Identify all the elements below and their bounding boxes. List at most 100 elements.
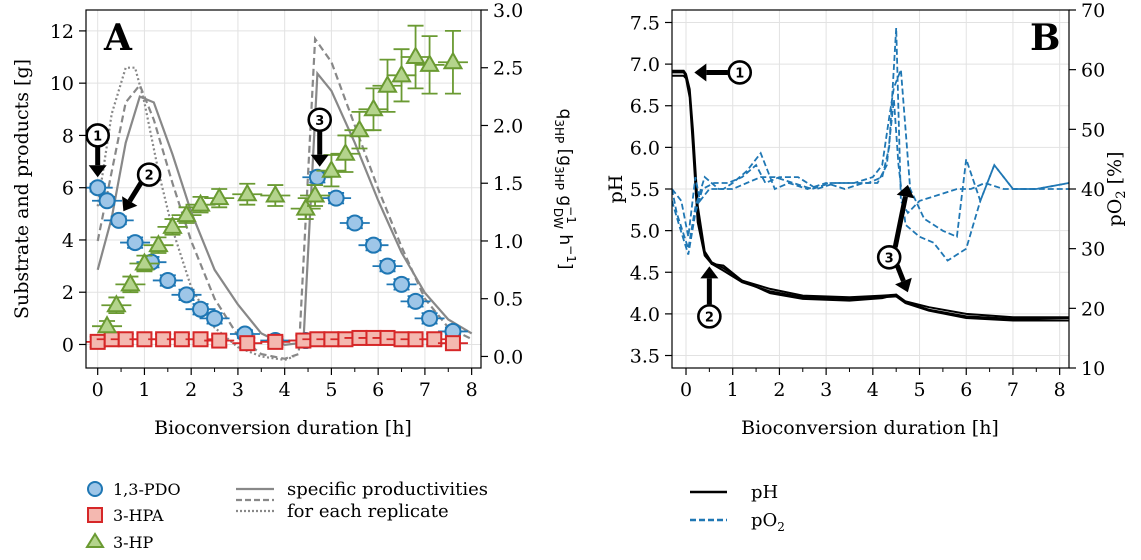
data-point-13pdo xyxy=(178,286,196,304)
data-point-13pdo xyxy=(89,179,107,197)
panel-a-y-tick-label: 4 xyxy=(62,230,74,252)
panel-b-y-tick-label: 4.5 xyxy=(630,262,660,284)
panel-a-x-tick-label: 4 xyxy=(279,379,291,401)
panel-a: 0 1 2 3 4 5 6 7 80246810120.00.51.01.52.02.53.0 … xyxy=(11,0,578,439)
data-point-3hp xyxy=(377,74,398,93)
panel-a-y2-tick-label: 2.5 xyxy=(493,58,523,80)
annotation-badge-2: 2 xyxy=(136,162,162,187)
annotation-badge-2-circle xyxy=(697,304,722,329)
series-line-ph xyxy=(672,69,1069,319)
data-point-3hpa xyxy=(211,332,228,349)
panel-a-y2-axis-label: q3HP [g3HP g−1DW h−1] xyxy=(551,109,578,270)
data-point-13pdo xyxy=(379,257,397,275)
panel-a-x-tick-label: 7 xyxy=(419,379,431,401)
data-point-3hpa xyxy=(379,329,396,346)
panel-b-y-axis-label: pH xyxy=(605,175,627,204)
panel-b-y-tick-label: 5.0 xyxy=(630,221,660,243)
data-point-3hp xyxy=(265,184,286,203)
panel-a-x-axis-label: Bioconversion duration [h] xyxy=(154,417,412,439)
legend-label-hpa: 3-HPA xyxy=(113,506,164,525)
panel-a-annotations: 1 2 3 xyxy=(85,107,333,212)
data-point-13pdo xyxy=(364,236,382,254)
panel-a-series xyxy=(86,24,468,352)
panel-b-y-tick-label: 6.5 xyxy=(630,96,660,118)
panel-b-y2-tick-label: 30 xyxy=(1081,239,1105,261)
annotation-arrow-3-head xyxy=(310,154,329,167)
annotation-arrow-3-down-shaft xyxy=(894,264,906,283)
data-point-3hp xyxy=(349,119,370,138)
series-line-po2 xyxy=(672,27,1069,249)
panel-a-x-tick-label: 5 xyxy=(325,379,337,401)
panel-a-y-tick-label: 10 xyxy=(50,73,74,95)
legend-label-pdo: 1,3-PDO xyxy=(113,480,181,499)
panel-a-y-axis-label: Substrate and products [g] xyxy=(11,59,33,319)
annotation-badge-1: 1 xyxy=(727,60,753,85)
annotation-badge-2-circle xyxy=(136,162,162,187)
data-point-3hp xyxy=(190,193,211,212)
panel-a-x-tick-label: 6 xyxy=(372,379,384,401)
data-point-13pdo xyxy=(393,275,411,293)
annotation-arrow-3-up-head xyxy=(896,184,915,199)
annotation-arrow-1-head xyxy=(694,63,707,82)
annotation-badge-1-number: 1 xyxy=(735,66,744,81)
panel-a-y-tick-label: 6 xyxy=(62,178,74,200)
series-line-po2 xyxy=(672,69,1069,255)
panel-a-x-tick-label: 0 xyxy=(92,379,104,401)
panel-a-frame xyxy=(85,9,482,369)
panel-b-x-tick-label: 0 xyxy=(680,379,692,401)
panel-a-y2-tick-label: 0.5 xyxy=(493,289,523,311)
data-point-13pdo xyxy=(206,309,224,327)
data-point-13pdo xyxy=(421,309,439,327)
panel-b-y2-tick-label: 50 xyxy=(1081,119,1105,141)
data-point-3hp xyxy=(96,315,118,334)
legend-label-po2: pO2 xyxy=(751,510,785,534)
data-point-3hpa xyxy=(267,333,284,350)
annotation-badge-3: 3 xyxy=(876,244,902,270)
annotation-arrow-2-head xyxy=(122,196,138,212)
legend-label-curves-1: specific productivities xyxy=(287,479,488,500)
panel-b-y2-axis-label: pO2 [%] xyxy=(1104,152,1129,227)
data-point-3hpa xyxy=(337,331,354,348)
annotation-badge-1-number: 1 xyxy=(93,129,102,144)
panel-b-y2-tick-label: 70 xyxy=(1081,0,1105,22)
annotation-arrow-2-shaft xyxy=(127,181,144,203)
panel-a-y2-tick-label: 0.0 xyxy=(493,346,523,368)
data-point-3hp xyxy=(335,142,356,161)
annotation-arrow-1-head xyxy=(88,165,107,178)
data-point-13pdo xyxy=(126,234,144,252)
panel-b-x-tick-label: 6 xyxy=(960,379,972,401)
data-point-3hpa xyxy=(426,331,443,348)
data-point-3hp xyxy=(442,51,464,70)
data-point-13pdo xyxy=(192,300,210,318)
panel-a-x-tick-label: 3 xyxy=(232,379,244,401)
data-point-3hp xyxy=(162,215,183,234)
panel-b-x-tick-label: 4 xyxy=(867,379,879,401)
data-point-13pdo xyxy=(159,271,177,289)
panel-b-x-tick-label: 2 xyxy=(773,379,785,401)
data-point-3hp xyxy=(106,294,127,313)
panel-b-x-tick-label: 8 xyxy=(1054,379,1066,401)
panel-b-x-tick-label: 5 xyxy=(913,379,925,401)
annotation-badge-2-number: 2 xyxy=(705,310,714,325)
data-point-13pdo xyxy=(327,189,345,207)
data-point-3hp xyxy=(209,187,230,206)
data-point-13pdo xyxy=(110,211,128,229)
data-point-3hp xyxy=(176,204,197,223)
panel-b-x-tick-label: 7 xyxy=(1007,379,1019,401)
data-point-3hp xyxy=(363,98,384,117)
data-point-3hp xyxy=(120,273,141,292)
annotation-badge-2-number: 2 xyxy=(145,169,154,184)
annotation-badge-1-circle xyxy=(727,60,753,85)
panel-a-y2-tick-label: 2.0 xyxy=(493,115,523,137)
legend-label-ph: pH xyxy=(751,482,778,503)
panel-b-x-axis-label: Bioconversion duration [h] xyxy=(741,417,999,439)
panel-a-legend: 1,3-PDO 3-HPA 3-HP specific productiviti… xyxy=(85,479,488,552)
panel-b-ticks: 0 1 2 3 4 5 6 7 8 3.5 4.0 4.5 5.0 5.5 6.0 6.5 7.0 7.5 10 20… xyxy=(630,0,1105,401)
productivity-curve-dashed xyxy=(96,35,473,360)
panel-a-grid xyxy=(86,10,481,368)
data-point-3hp xyxy=(391,64,412,83)
panel-b-y2-tick-label: 10 xyxy=(1081,358,1105,380)
panel-a-x-tick-label: 8 xyxy=(466,379,478,401)
panel-a-y2-tick-label: 1.0 xyxy=(493,231,523,253)
